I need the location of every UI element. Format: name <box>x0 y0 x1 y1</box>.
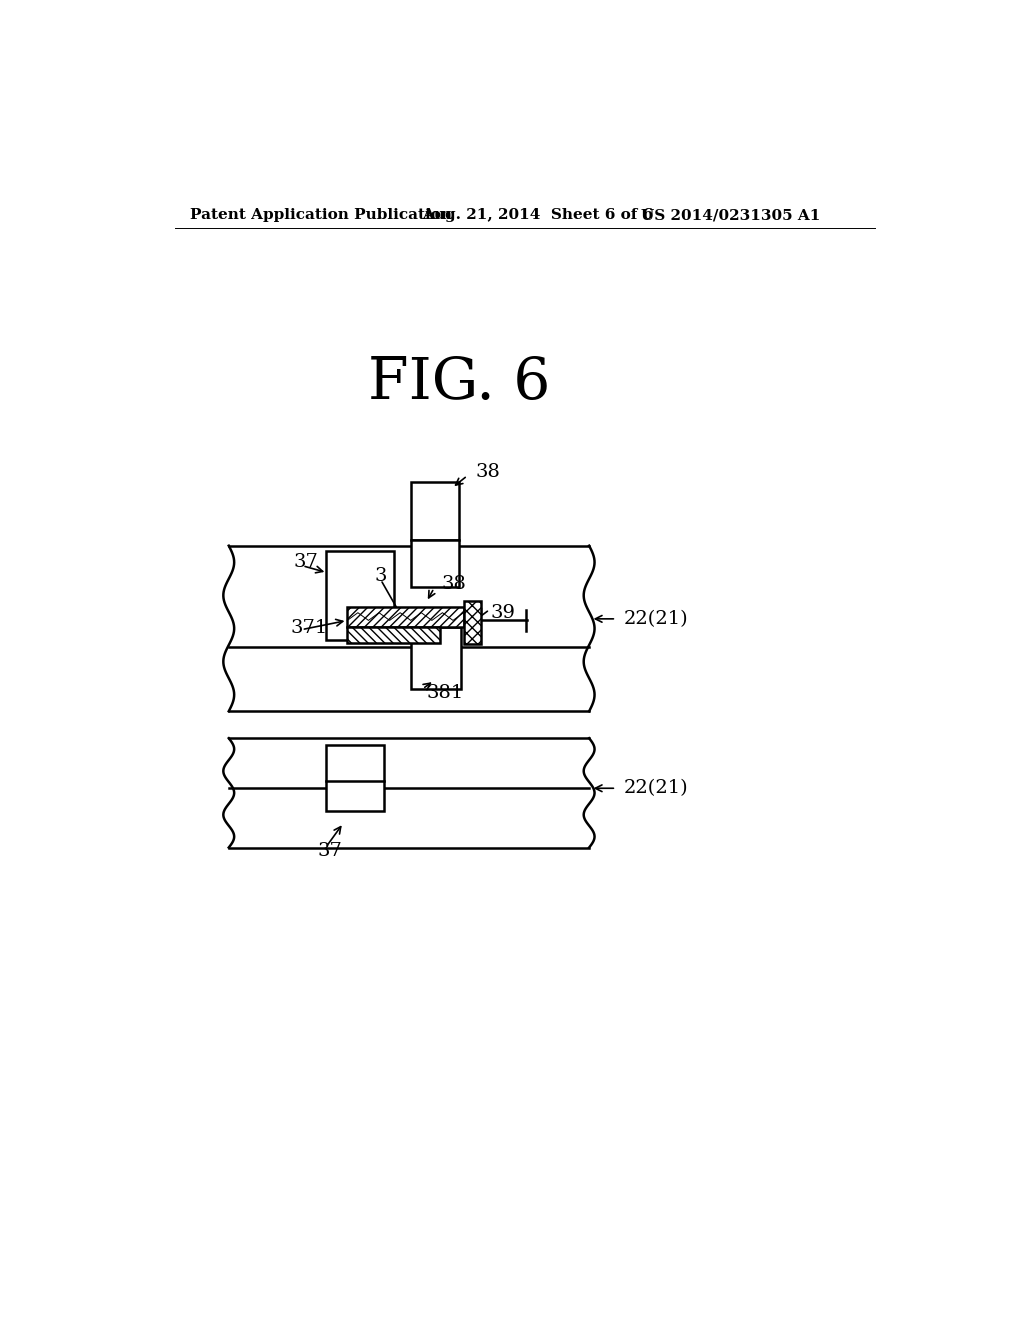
Text: 22(21): 22(21) <box>624 610 688 628</box>
Bar <box>347 607 464 627</box>
Bar <box>411 627 461 689</box>
Text: 22(21): 22(21) <box>624 779 688 797</box>
Text: 38: 38 <box>475 463 500 480</box>
Bar <box>326 552 394 640</box>
Bar <box>347 627 440 643</box>
Text: 38: 38 <box>442 576 467 593</box>
Text: Aug. 21, 2014  Sheet 6 of 6: Aug. 21, 2014 Sheet 6 of 6 <box>423 209 653 223</box>
Text: 371: 371 <box>291 619 328 638</box>
Text: 3: 3 <box>375 566 387 585</box>
Text: 381: 381 <box>426 684 464 702</box>
Text: 39: 39 <box>490 603 516 622</box>
Text: US 2014/0231305 A1: US 2014/0231305 A1 <box>641 209 820 223</box>
Bar <box>326 744 384 810</box>
Text: Patent Application Publication: Patent Application Publication <box>190 209 452 223</box>
Text: FIG. 6: FIG. 6 <box>369 355 551 411</box>
Bar <box>411 482 459 540</box>
Bar <box>411 540 459 587</box>
Text: 37: 37 <box>317 842 343 861</box>
Bar <box>464 601 480 644</box>
Text: 37: 37 <box>293 553 317 570</box>
